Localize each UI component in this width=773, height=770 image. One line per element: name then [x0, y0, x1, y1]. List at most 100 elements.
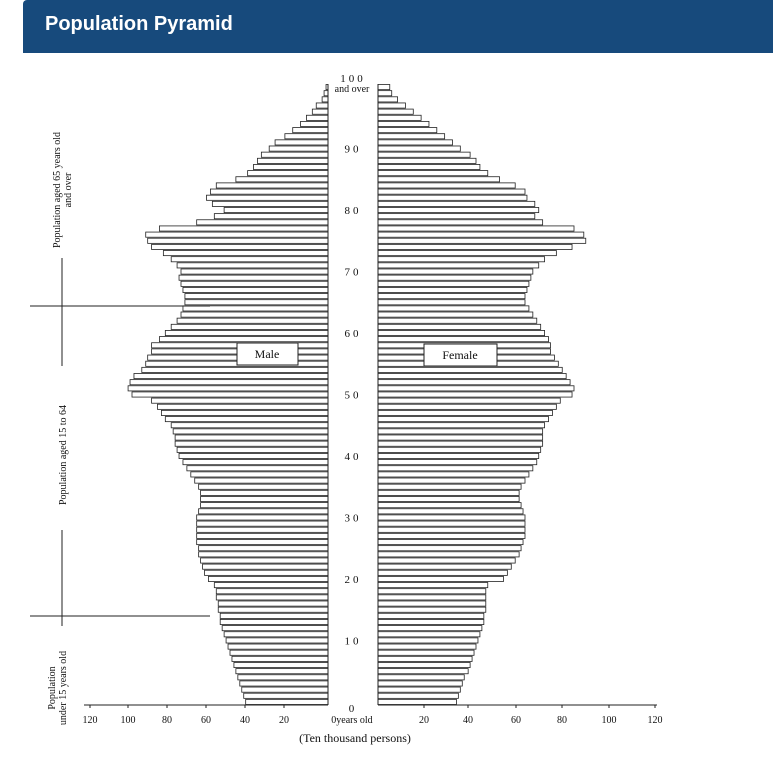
- male-bar-age-2: [241, 686, 329, 693]
- female-bar-age-84: [377, 182, 516, 189]
- male-bar-age-85: [235, 176, 329, 183]
- male-bar-age-0: [245, 698, 329, 705]
- male-bar-age-81: [211, 200, 329, 207]
- age-tick-80: 80: [345, 205, 362, 217]
- page-title: Population Pyramid: [45, 13, 233, 35]
- age-tick-90: 90: [345, 144, 362, 156]
- side-label-old-line1: Population aged 65 years old: [52, 132, 63, 248]
- male-bar-age-77: [159, 225, 329, 232]
- male-bar-age-67: [182, 287, 329, 293]
- side-label-young-line1: Population: [47, 666, 58, 709]
- male-bar-age-91: [274, 139, 329, 146]
- male-legend: Male: [236, 342, 299, 366]
- female-bar-age-78: [377, 219, 544, 226]
- age-tick-50: 50: [345, 390, 362, 402]
- female-bar-age-51: [377, 385, 575, 392]
- male-bar-age-3: [239, 680, 329, 687]
- x-tick-4: 40: [240, 715, 250, 726]
- x-tick-7: 20: [419, 715, 429, 726]
- male-bar-age-17: [215, 594, 329, 601]
- male-bar-age-47: [160, 409, 329, 416]
- female-bar-age-11: [377, 631, 481, 638]
- female-bar-age-93: [377, 127, 438, 134]
- male-bar-age-20: [208, 575, 329, 582]
- female-bar-age-54: [377, 366, 563, 373]
- male-bar-age-96: [311, 108, 329, 115]
- x-tick-6: 0years old: [331, 715, 372, 726]
- female-bar-age-17: [377, 594, 487, 601]
- male-bar-age-38: [186, 465, 329, 472]
- male-bar-age-35: [198, 483, 329, 490]
- male-bar-age-78: [196, 219, 329, 226]
- male-bar-age-37: [190, 471, 329, 478]
- female-bar-age-12: [377, 625, 483, 632]
- male-bar-age-73: [162, 250, 329, 257]
- female-bar-age-64: [377, 305, 530, 312]
- male-bar-age-12: [221, 625, 329, 632]
- female-bar-age-37: [377, 471, 530, 478]
- page-header: Population Pyramid: [23, 0, 773, 53]
- age-tick-10: 10: [345, 635, 362, 647]
- male-bar-age-92: [284, 133, 329, 140]
- male-bar-age-65: [184, 299, 329, 306]
- x-tick-5: 20: [279, 715, 289, 726]
- female-bar-age-100: [377, 84, 391, 91]
- male-bar-age-23: [200, 557, 329, 564]
- male-bar-age-63: [180, 311, 329, 318]
- female-bar-age-24: [377, 551, 520, 558]
- female-bar-age-19: [377, 582, 489, 589]
- male-bar-age-93: [292, 127, 329, 134]
- male-bar-age-94: [300, 120, 329, 127]
- age-tick-60: 60: [345, 328, 362, 340]
- female-bar-age-33: [377, 496, 520, 502]
- male-bar-age-98: [321, 96, 329, 103]
- x-tick-8: 40: [463, 715, 473, 726]
- male-bar-age-31: [198, 508, 329, 515]
- male-bar-age-8: [229, 649, 329, 656]
- female-bar-age-16: [377, 600, 487, 607]
- male-bar-age-42: [174, 440, 329, 447]
- x-tick-9: 60: [511, 715, 521, 726]
- female-bar-age-15: [377, 606, 487, 613]
- female-bar-age-67: [377, 287, 528, 293]
- female-bar-age-34: [377, 489, 520, 496]
- male-bar-age-86: [247, 170, 329, 177]
- female-bar-age-71: [377, 262, 540, 269]
- male-bar-age-6: [233, 662, 329, 669]
- female-bar-age-32: [377, 502, 522, 509]
- female-bar-age-23: [377, 557, 516, 564]
- female-bar-age-99: [377, 90, 393, 97]
- male-bar-age-70: [180, 268, 329, 275]
- male-bar-age-14: [219, 612, 329, 619]
- x-tick-0: 120: [83, 715, 98, 726]
- female-bar-age-9: [377, 643, 477, 650]
- female-bar-age-91: [377, 139, 453, 146]
- male-bar-age-90: [268, 145, 329, 152]
- female-bar-age-49: [377, 397, 561, 404]
- male-bar-age-68: [180, 280, 329, 287]
- male-bar-age-34: [200, 489, 329, 496]
- male-bar-age-4: [237, 674, 329, 681]
- male-bar-age-74: [151, 243, 329, 250]
- male-bar-age-60: [164, 330, 329, 336]
- female-bar-age-27: [377, 532, 526, 539]
- female-bar-age-81: [377, 200, 536, 207]
- axes: [84, 84, 657, 708]
- male-bar-age-87: [253, 164, 329, 170]
- female-bar-age-4: [377, 674, 465, 681]
- male-bar-age-26: [196, 539, 329, 546]
- female-bar-age-14: [377, 612, 485, 619]
- female-bar-age-74: [377, 243, 573, 250]
- female-bar-age-29: [377, 520, 526, 527]
- female-bar-age-41: [377, 446, 542, 453]
- female-bar-age-35: [377, 483, 522, 490]
- female-bar-age-83: [377, 188, 526, 195]
- female-bar-age-60: [377, 330, 546, 336]
- side-brackets: [30, 258, 210, 626]
- male-bar-age-69: [178, 274, 329, 281]
- male-bar-age-30: [196, 514, 329, 521]
- female-bar-age-59: [377, 336, 549, 343]
- male-bar-age-54: [141, 366, 329, 373]
- female-bar-age-72: [377, 256, 546, 263]
- female-bar-age-62: [377, 317, 538, 324]
